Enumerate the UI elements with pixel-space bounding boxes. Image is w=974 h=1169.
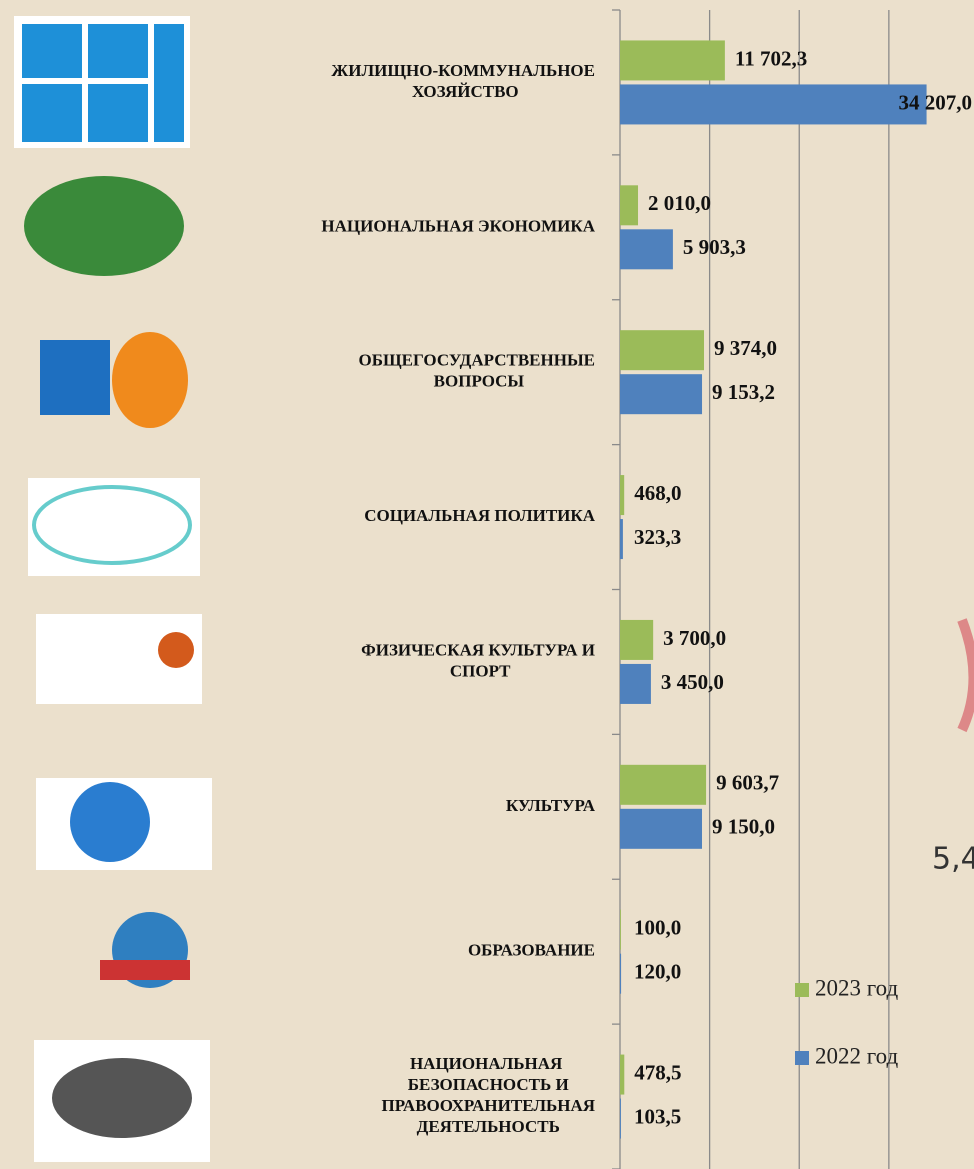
- value-label: 9 150,0: [712, 815, 775, 839]
- icon-ball: [158, 632, 194, 668]
- icon-part: [88, 24, 148, 78]
- icon-part: [88, 84, 148, 142]
- bar: [620, 185, 639, 226]
- category-label-line: ПРАВООХРАНИТЕЛЬНАЯ: [377, 1096, 595, 1115]
- category-label-line: ВОПРОСЫ: [429, 372, 524, 391]
- value-label: 5 903,3: [683, 235, 746, 259]
- icon-culture-art: [70, 782, 150, 862]
- value-label: 11 702,3: [735, 46, 807, 70]
- bar: [620, 330, 705, 371]
- value-label: 478,5: [634, 1060, 681, 1084]
- value-label: 103,5: [634, 1104, 681, 1128]
- icon-social: [28, 478, 200, 576]
- bar: [620, 229, 673, 270]
- category-label-line: БЕЗОПАСНОСТЬ И: [404, 1075, 569, 1094]
- legend-swatch: [795, 1051, 809, 1065]
- icon-person: [112, 332, 188, 428]
- category-label: КУЛЬТУРА: [506, 796, 596, 815]
- value-label: 34 207,0: [899, 90, 973, 114]
- bar: [620, 909, 621, 950]
- category-label-line: СПОРТ: [446, 661, 512, 680]
- category-label: ОБЩЕГОСУДАРСТВЕННЫЕ ВОПРОСЫ: [359, 351, 595, 391]
- category-label: НАЦИОНАЛЬНАЯ ЭКОНОМИКА: [321, 216, 595, 235]
- category-label-line: ДЕЯТЕЛЬНОСТЬ: [412, 1117, 559, 1136]
- category-label-line: НАЦИОНАЛЬНАЯ ЭКОНОМИКА: [321, 216, 595, 235]
- bar: [620, 808, 703, 849]
- category-label-line: ОБРАЗОВАНИЕ: [468, 941, 595, 960]
- fragment-shape: [957, 618, 974, 733]
- category-label-line: КУЛЬТУРА: [506, 796, 596, 815]
- value-label: 323,3: [634, 525, 681, 549]
- icon-social-ring: [32, 485, 192, 565]
- bar: [620, 374, 703, 415]
- category-label: ЖИЛИЩНО-КОММУНАЛЬНОЕ ХОЗЯЙСТВО: [331, 61, 595, 101]
- bar: [620, 764, 707, 805]
- category-label-line: ОБЩЕГОСУДАРСТВЕННЫЕ: [359, 351, 595, 370]
- value-label: 3 700,0: [663, 626, 726, 650]
- value-label: 9 153,2: [712, 380, 775, 404]
- bar: [620, 1054, 625, 1095]
- value-label: 9 374,0: [714, 336, 777, 360]
- icon-part: [22, 24, 82, 78]
- legend-swatch: [795, 983, 809, 997]
- bar: [620, 475, 625, 516]
- category-label: ОБРАЗОВАНИЕ: [468, 941, 595, 960]
- category-label-line: ЖИЛИЩНО-КОММУНАЛЬНОЕ: [331, 61, 595, 80]
- value-label: 120,0: [634, 960, 681, 984]
- category-label-line: ФИЗИЧЕСКАЯ КУЛЬТУРА И: [361, 640, 595, 659]
- category-label: НАЦИОНАЛЬНАЯ БЕЗОПАСНОСТЬ И ПРАВООХРАНИТ…: [377, 1054, 595, 1136]
- category-label-line: НАЦИОНАЛЬНАЯ: [410, 1054, 562, 1073]
- bar: [620, 953, 622, 994]
- category-label: СОЦИАЛЬНАЯ ПОЛИТИКА: [364, 506, 596, 525]
- legend-label: 2022 год: [815, 1043, 898, 1068]
- icon-part: [154, 24, 184, 142]
- value-label: 3 450,0: [661, 670, 724, 694]
- value-label: 2 010,0: [648, 191, 711, 215]
- icon-books: [100, 960, 190, 980]
- bar: [620, 40, 725, 81]
- category-label-line: ХОЗЯЙСТВО: [408, 82, 519, 101]
- icon-government: [40, 340, 110, 415]
- value-label: 468,0: [634, 481, 681, 505]
- bar: [620, 1098, 621, 1139]
- bar: [620, 519, 623, 560]
- icon-part: [22, 84, 82, 142]
- value-label: 100,0: [634, 916, 681, 940]
- value-label: 9 603,7: [716, 771, 779, 795]
- category-label-line: СОЦИАЛЬНАЯ ПОЛИТИКА: [364, 506, 596, 525]
- icons: [14, 16, 974, 1162]
- bar: [620, 663, 651, 704]
- legend-label: 2023 год: [815, 975, 898, 1000]
- bar: [620, 84, 927, 125]
- icon-economy: [24, 176, 184, 276]
- icon-security-ring: [52, 1058, 192, 1138]
- fragment-text: 5,4: [932, 842, 974, 877]
- category-label: ФИЗИЧЕСКАЯ КУЛЬТУРА И СПОРТ: [361, 640, 595, 680]
- bar: [620, 619, 654, 660]
